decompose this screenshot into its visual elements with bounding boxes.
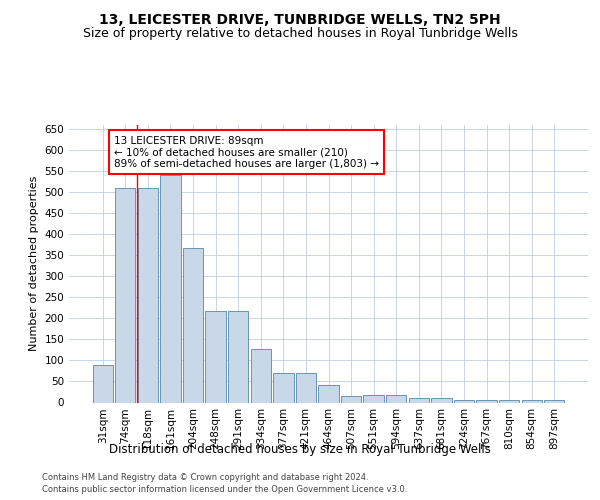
Text: 13, LEICESTER DRIVE, TUNBRIDGE WELLS, TN2 5PH: 13, LEICESTER DRIVE, TUNBRIDGE WELLS, TN… bbox=[99, 12, 501, 26]
Bar bbox=[341, 396, 361, 402]
Text: Contains public sector information licensed under the Open Government Licence v3: Contains public sector information licen… bbox=[42, 485, 407, 494]
Bar bbox=[476, 400, 497, 402]
Bar bbox=[544, 400, 565, 402]
Bar bbox=[92, 365, 113, 403]
Bar bbox=[138, 188, 158, 402]
Bar bbox=[183, 248, 203, 402]
Bar bbox=[160, 176, 181, 402]
Bar bbox=[521, 400, 542, 402]
Bar bbox=[115, 188, 136, 402]
Bar bbox=[296, 372, 316, 402]
Bar bbox=[431, 398, 452, 402]
Bar bbox=[364, 394, 384, 402]
Bar bbox=[409, 398, 429, 402]
Bar bbox=[205, 311, 226, 402]
Text: Contains HM Land Registry data © Crown copyright and database right 2024.: Contains HM Land Registry data © Crown c… bbox=[42, 472, 368, 482]
Bar bbox=[319, 385, 338, 402]
Text: Distribution of detached houses by size in Royal Tunbridge Wells: Distribution of detached houses by size … bbox=[109, 442, 491, 456]
Bar bbox=[273, 372, 293, 402]
Text: 13 LEICESTER DRIVE: 89sqm
← 10% of detached houses are smaller (210)
89% of semi: 13 LEICESTER DRIVE: 89sqm ← 10% of detac… bbox=[114, 136, 379, 168]
Y-axis label: Number of detached properties: Number of detached properties bbox=[29, 176, 39, 352]
Bar bbox=[228, 311, 248, 402]
Bar bbox=[386, 394, 406, 402]
Bar bbox=[454, 400, 474, 402]
Bar bbox=[499, 400, 519, 402]
Bar bbox=[251, 348, 271, 403]
Text: Size of property relative to detached houses in Royal Tunbridge Wells: Size of property relative to detached ho… bbox=[83, 28, 517, 40]
